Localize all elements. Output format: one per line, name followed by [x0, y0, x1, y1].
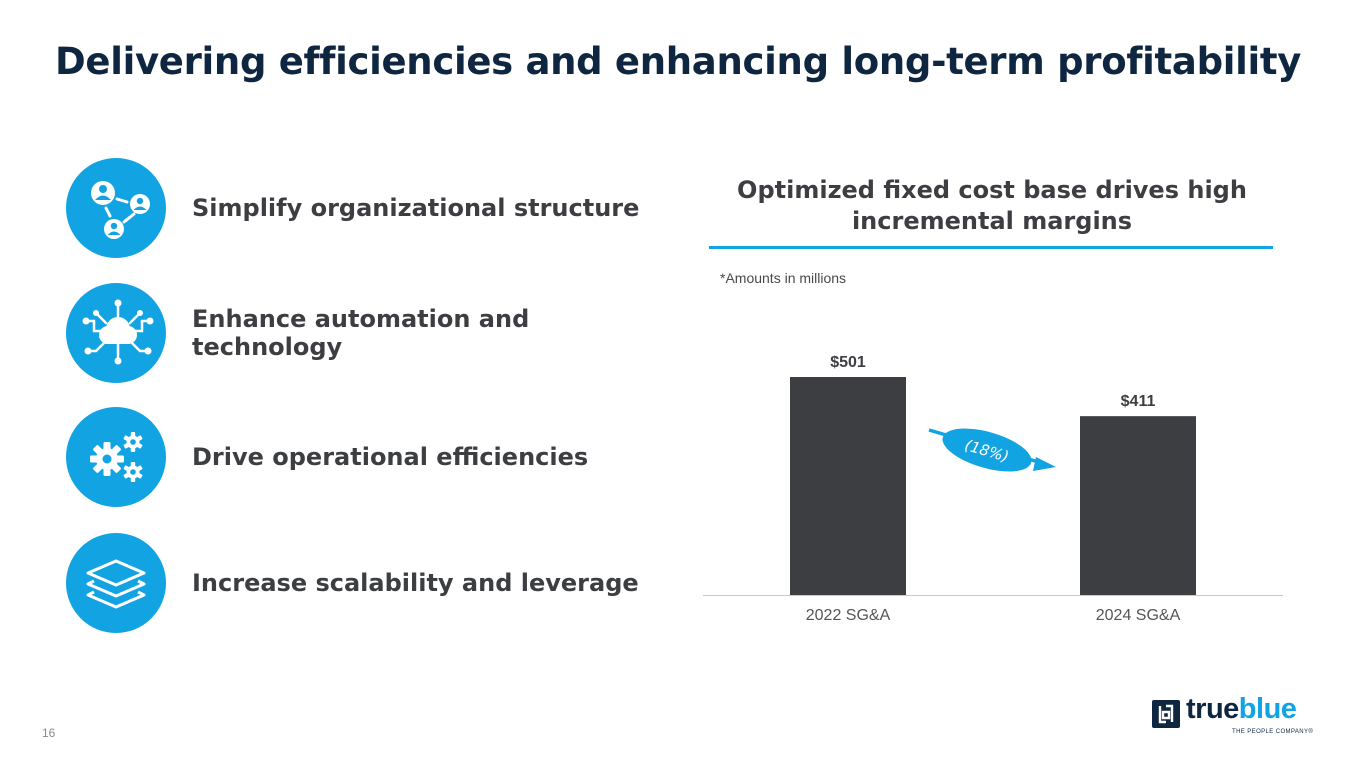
- pillar-simplify-structure: Simplify organizational structure: [66, 158, 706, 258]
- trueblue-logo-mark: [1152, 700, 1180, 728]
- logo-word-true: true: [1186, 693, 1239, 725]
- page-title: Delivering efficiencies and enhancing lo…: [55, 40, 1302, 83]
- pillar-label: Simplify organizational structure: [192, 194, 640, 222]
- pillar-scalability-leverage: Increase scalability and leverage: [66, 533, 706, 633]
- bar-1: [790, 377, 906, 595]
- logo-word-blue: blue: [1238, 693, 1297, 725]
- change-arrow-head: [1033, 457, 1056, 471]
- org-structure-icon: [66, 158, 166, 258]
- layers-icon: [66, 533, 166, 633]
- gears-icon: [66, 407, 166, 507]
- logo-tagline: THE PEOPLE COMPANY®: [1232, 729, 1314, 735]
- page-number: 16: [42, 726, 56, 740]
- pillar-automation-technology: Enhance automation and technology: [66, 283, 706, 383]
- trueblue-wordmark: trueblue: [1186, 693, 1297, 726]
- bar-value-label: $501: [830, 354, 866, 371]
- pillar-label: Enhance automation and technology: [192, 305, 530, 361]
- trueblue-logo: trueblue THE PEOPLE COMPANY®: [1152, 693, 1322, 741]
- pillar-label: Increase scalability and leverage: [192, 569, 639, 597]
- chart-footnote: *Amounts in millions: [720, 270, 847, 286]
- cloud-network-icon: [66, 283, 166, 383]
- bar-2: [1080, 416, 1196, 595]
- chart-heading: Optimized fixed cost base drives high in…: [737, 176, 1247, 235]
- category-label: 2024 SG&A: [1096, 607, 1181, 624]
- change-label: (18%): [963, 436, 1011, 466]
- heading-divider: [709, 246, 1273, 249]
- change-badge: [942, 428, 1032, 472]
- pillar-operational-efficiencies: Drive operational efficiencies: [66, 407, 706, 507]
- category-label: 2022 SG&A: [806, 607, 891, 624]
- change-arrow-line: [928, 428, 1043, 465]
- bar-value-label: $411: [1121, 393, 1156, 410]
- pillar-label: Drive operational efficiencies: [192, 443, 589, 471]
